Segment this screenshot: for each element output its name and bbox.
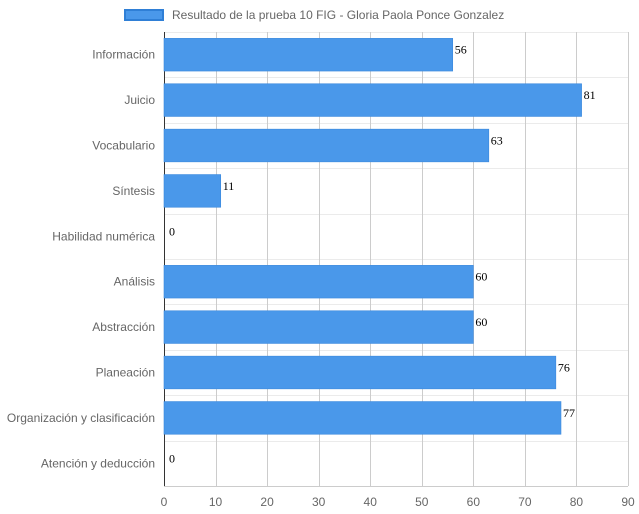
category-label: Análisis xyxy=(114,275,155,289)
data-label: 11 xyxy=(223,179,235,193)
x-tick-label: 20 xyxy=(260,495,274,509)
x-tick-label: 90 xyxy=(621,495,635,509)
x-tick-label: 50 xyxy=(415,495,429,509)
bar xyxy=(163,265,474,299)
data-label: 81 xyxy=(584,88,596,102)
category-label: Juicio xyxy=(124,93,155,107)
data-label: 63 xyxy=(491,134,503,148)
bar xyxy=(163,310,474,344)
x-tick-label: 30 xyxy=(312,495,326,509)
bar xyxy=(163,355,557,390)
data-label: 0 xyxy=(169,451,175,465)
data-label: 56 xyxy=(455,43,467,57)
x-tick-label: 70 xyxy=(518,495,532,509)
x-tick-label: 60 xyxy=(467,495,481,509)
bar xyxy=(163,401,562,435)
data-label: 60 xyxy=(475,315,487,329)
data-label: 0 xyxy=(169,224,175,238)
chart-legend[interactable]: Resultado de la prueba 10 FIG - Gloria P… xyxy=(124,4,504,26)
data-label: 77 xyxy=(563,406,575,420)
category-label: Información xyxy=(92,48,155,62)
category-label: Síntesis xyxy=(112,184,155,198)
x-tick-label: 80 xyxy=(570,495,584,509)
legend-swatch xyxy=(124,9,164,21)
bar xyxy=(163,38,454,72)
bar xyxy=(163,128,490,163)
category-label: Abstracción xyxy=(92,320,155,334)
x-tick-label: 40 xyxy=(364,495,378,509)
x-tick-label: 10 xyxy=(209,495,223,509)
bar xyxy=(163,83,582,117)
data-label: 60 xyxy=(475,270,487,284)
bar xyxy=(163,174,222,208)
category-label: Planeación xyxy=(96,366,155,380)
legend-label: Resultado de la prueba 10 FIG - Gloria P… xyxy=(172,8,505,22)
data-label: 76 xyxy=(558,361,570,375)
category-label: Habilidad numérica xyxy=(52,229,155,243)
category-label: Vocabulario xyxy=(92,139,155,153)
category-label: Organización y clasificación xyxy=(7,411,155,425)
x-tick-label: 0 xyxy=(161,495,168,509)
category-label: Atención y deducción xyxy=(41,456,155,470)
